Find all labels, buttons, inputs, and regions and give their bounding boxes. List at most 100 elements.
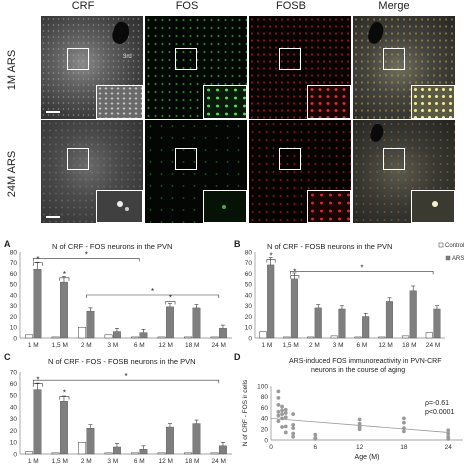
col-header-crf: CRF	[71, 0, 95, 12]
x-tick-label: 3 M	[333, 342, 344, 349]
data-point	[283, 430, 288, 435]
chart-title: N of CRF - FOSB neurons in the PVN	[267, 242, 392, 251]
micro-fos-24m	[145, 120, 247, 223]
zoom-inset	[203, 85, 247, 119]
data-point	[276, 410, 281, 414]
data-point	[276, 395, 281, 400]
x-tick-label: 1,5 M	[52, 458, 68, 465]
y-tick-label: 40	[10, 404, 18, 411]
data-point	[402, 416, 406, 421]
data-point	[283, 407, 288, 412]
significance-bracket	[290, 275, 300, 279]
bar-control	[401, 335, 410, 339]
data-point	[291, 434, 296, 439]
y-tick-label: 0	[13, 335, 17, 342]
x-tick-label: 6	[313, 444, 317, 451]
y-tick-label: 80	[245, 249, 253, 256]
y-tick-label: 30	[10, 303, 18, 310]
micro-fos-1m	[145, 16, 247, 119]
x-tick-label: 1 M	[28, 458, 39, 465]
chart-d: ARS-induced FOS immunoreactivity in PVN-…	[242, 358, 463, 461]
y-tick-label: 10	[10, 325, 18, 332]
data-point	[276, 403, 281, 407]
y-tick-label: 60	[10, 381, 18, 388]
data-point	[402, 429, 406, 434]
bar-control	[51, 336, 60, 339]
significance-bracket	[165, 301, 176, 305]
selection-box	[67, 148, 89, 170]
bar-ars	[385, 301, 393, 339]
bar-ars	[139, 332, 148, 339]
bar-ars	[86, 310, 95, 339]
bar-ars	[166, 306, 174, 339]
bar-control	[306, 336, 315, 339]
x-tick-label: 24 M	[426, 342, 440, 349]
bar-control	[330, 335, 338, 339]
data-point	[283, 411, 288, 415]
y-tick-label: 0	[13, 451, 17, 458]
significance-star: *	[293, 268, 296, 277]
selection-box	[383, 48, 405, 70]
zoom-inset	[307, 190, 351, 223]
bar-control	[131, 336, 140, 339]
x-tick-label: 0	[269, 444, 273, 451]
bar-ars	[192, 423, 201, 455]
significance-star: *	[124, 372, 127, 381]
bar-control	[25, 334, 34, 339]
panel-label-c: C	[4, 352, 11, 362]
y-tick-label: 60	[10, 271, 18, 278]
x-tick-label: 18 M	[402, 342, 416, 349]
x-tick-label: 12	[356, 444, 364, 451]
significance-star: *	[151, 287, 154, 296]
y-tick-label: 0	[248, 335, 252, 342]
y-axis-label: N of CRF - FOS ir cells	[242, 379, 249, 446]
bar-control	[210, 336, 219, 339]
bar-control	[78, 326, 87, 339]
legend-swatch-ars	[445, 255, 451, 261]
micro-crf-1m: 3rd	[41, 16, 143, 119]
selection-box	[279, 48, 301, 70]
bar-control	[259, 331, 267, 339]
bar-control	[157, 336, 166, 339]
micro-merge-1m	[353, 16, 455, 119]
y-tick-label: 30	[10, 416, 18, 423]
x-tick-label: 3 M	[107, 342, 118, 349]
chart-title-line1: ARS-induced FOS immunoreactivity in PVN-…	[289, 358, 442, 365]
bar-control	[25, 451, 34, 455]
y-tick-label: 80	[10, 249, 18, 256]
data-point	[357, 421, 362, 426]
bar-ars	[113, 446, 121, 455]
chart-title-line2: neurons in the course of aging	[311, 367, 405, 374]
y-tick-label: 70	[10, 369, 18, 376]
third-ventricle-label: 3rd	[123, 54, 132, 60]
bar-control	[283, 336, 291, 339]
bar-ars	[33, 269, 42, 339]
data-point	[280, 416, 284, 421]
x-tick-label: 24 M	[212, 342, 226, 349]
x-tick-label: 12 M	[159, 458, 173, 465]
significance-star: *	[360, 263, 363, 272]
scale-bar	[46, 216, 60, 218]
y-tick-label: 60	[245, 271, 253, 278]
scale-bar	[46, 111, 60, 113]
data-point	[291, 422, 296, 427]
zoom-inset	[307, 85, 351, 119]
y-tick-label: 50	[10, 393, 18, 400]
data-point	[280, 404, 284, 409]
panel-label-d: D	[234, 352, 241, 362]
data-point	[280, 408, 284, 413]
legend-label-control: Control	[445, 243, 464, 249]
row-label-1m-ars: 1M ARS	[6, 49, 18, 91]
significance-bracket	[32, 383, 43, 387]
bar-ars	[113, 331, 121, 339]
bar-ars	[219, 445, 227, 455]
col-header-fos: FOS	[175, 0, 199, 12]
zoom-inset	[411, 85, 455, 119]
y-tick-label: 100	[257, 383, 268, 390]
micro-fosb-1m	[249, 16, 351, 119]
bar-ars	[139, 449, 148, 455]
data-point	[402, 420, 406, 425]
data-point	[283, 424, 288, 429]
x-tick-label: 2 M	[81, 342, 92, 349]
significance-bracket	[59, 396, 70, 400]
